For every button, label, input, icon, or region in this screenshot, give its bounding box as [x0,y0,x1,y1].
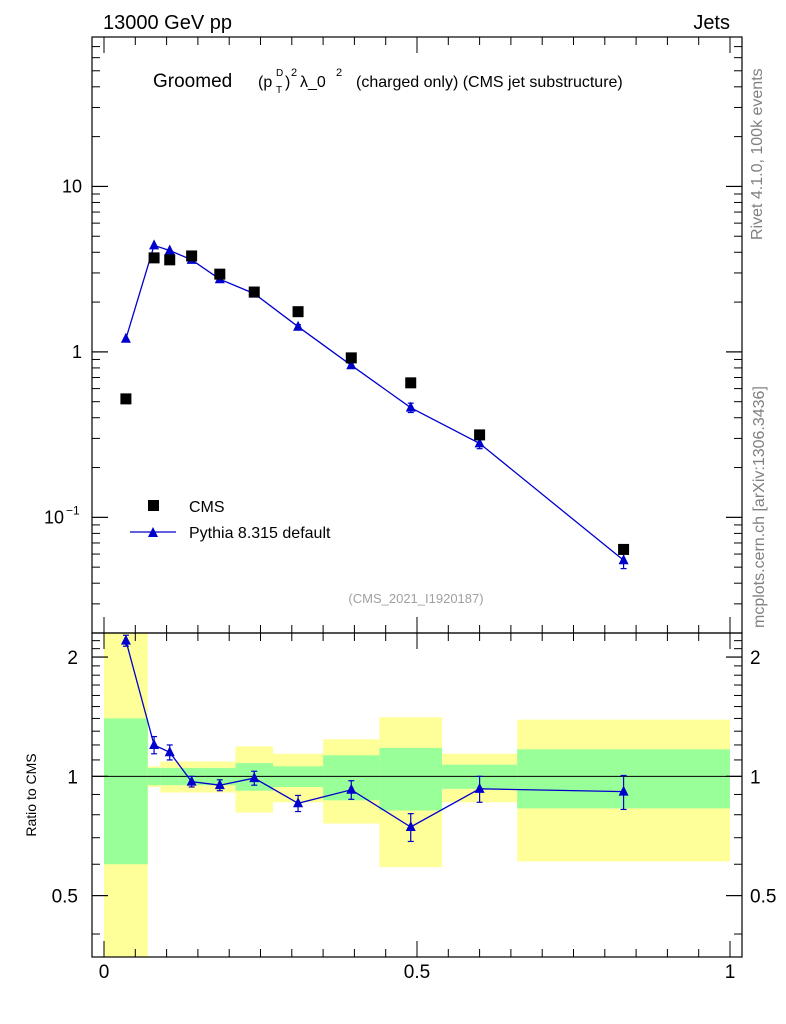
legend-data-label: CMS [189,499,225,516]
data-point-0 [120,393,132,405]
x-tick-label-0: 0 [99,962,110,983]
legend-data-marker [148,500,159,511]
title-lambda-pow: 2 [336,67,342,79]
mc-ratio-point-7 [346,783,357,794]
ratio-axis-ticks: 2 2 1 1 0.5 0.5 [52,633,776,957]
mc-point-9 [474,437,485,448]
mcplots-label: mcplots.cern.ch [arXiv:1306.3436] [751,386,768,628]
title-prefix: Groomed [153,71,232,92]
legend-mc-label: Pythia 8.315 default [189,525,331,542]
header-left: 13000 GeV pp [103,12,232,34]
analysis-reference: (CMS_2021_I1920187) [348,591,483,606]
main-frame [91,36,743,634]
title-pt: (p [258,74,272,91]
data-series-main [120,250,630,555]
mc-series-ratio [120,634,629,843]
mc-ratio-point-6 [293,797,304,808]
ratio-ytick-label-left-0: 2 [67,648,78,669]
legend: CMS Pythia 8.315 default [130,499,331,542]
mc-ratio-point-3 [186,775,197,786]
main-ytick-label-1: 1 [72,342,82,362]
mc-point-1 [149,239,160,250]
data-point-7 [345,352,357,364]
ratio-ytick-label-left-1: 1 [67,767,78,788]
main-ytick-label-2: 10 [44,507,64,527]
data-point-9 [474,429,486,441]
mc-point-10 [618,554,629,565]
mc-ratio-point-5 [249,772,260,783]
x-tick-label-1: 0.5 [404,962,430,983]
mc-point-2 [164,244,175,255]
ratio-ylabel: Ratio to CMS [23,753,39,836]
ratio-uncertainty-bands [104,633,730,957]
rivet-label: Rivet 4.1.0, 100k events [749,68,766,240]
main-ytick-exp-2: −1 [66,503,80,517]
mc-point-8 [405,401,416,412]
title-sup-d: D [276,68,283,79]
data-point-3 [186,250,198,262]
mc-ratio-point-9 [474,782,485,793]
data-point-6 [292,306,304,318]
legend-mc-marker [148,527,158,537]
data-point-8 [405,377,417,389]
ratio-ytick-label-right-2: 0.5 [750,887,776,908]
mc-point-0 [120,332,131,343]
data-point-10 [618,543,630,555]
band-inner-0 [104,718,148,865]
mc-ratio-point-10 [618,785,629,796]
svg-text:): ) [285,74,290,91]
ratio-ytick-label-right-1: 1 [750,767,761,788]
mc-ratio-point-0 [120,634,131,645]
main-ytick-label-0: 10 [62,176,82,196]
x-tick-label-2: 1 [725,962,736,983]
ratio-ytick-label-right-0: 2 [750,648,761,669]
mc-ratio-point-4 [214,779,225,790]
x-tick-labels: 0 0.5 1 [99,962,736,983]
title-rest: (charged only) (CMS jet substructure) [356,74,623,91]
data-point-5 [248,286,260,298]
mc-series-main [120,239,629,570]
data-point-2 [164,254,176,266]
ratio-ytick-label-left-2: 0.5 [52,887,78,908]
data-point-1 [148,252,160,264]
mc-point-6 [293,320,304,331]
title-sub-t: T [276,85,282,96]
header-right: Jets [693,12,730,34]
mc-ratio-point-1 [149,738,160,749]
band-inner-8 [379,747,443,811]
plot-title: Groomed (p D T ) 2 λ_0 2 (charged only) … [153,67,623,96]
title-lambda: λ_0 [300,74,326,91]
title-pow: 2 [291,67,297,79]
mc-ratio-point-8 [405,820,416,831]
mc-point-7 [346,359,357,370]
data-point-4 [214,268,226,280]
mc-ratio-point-2 [164,746,175,757]
